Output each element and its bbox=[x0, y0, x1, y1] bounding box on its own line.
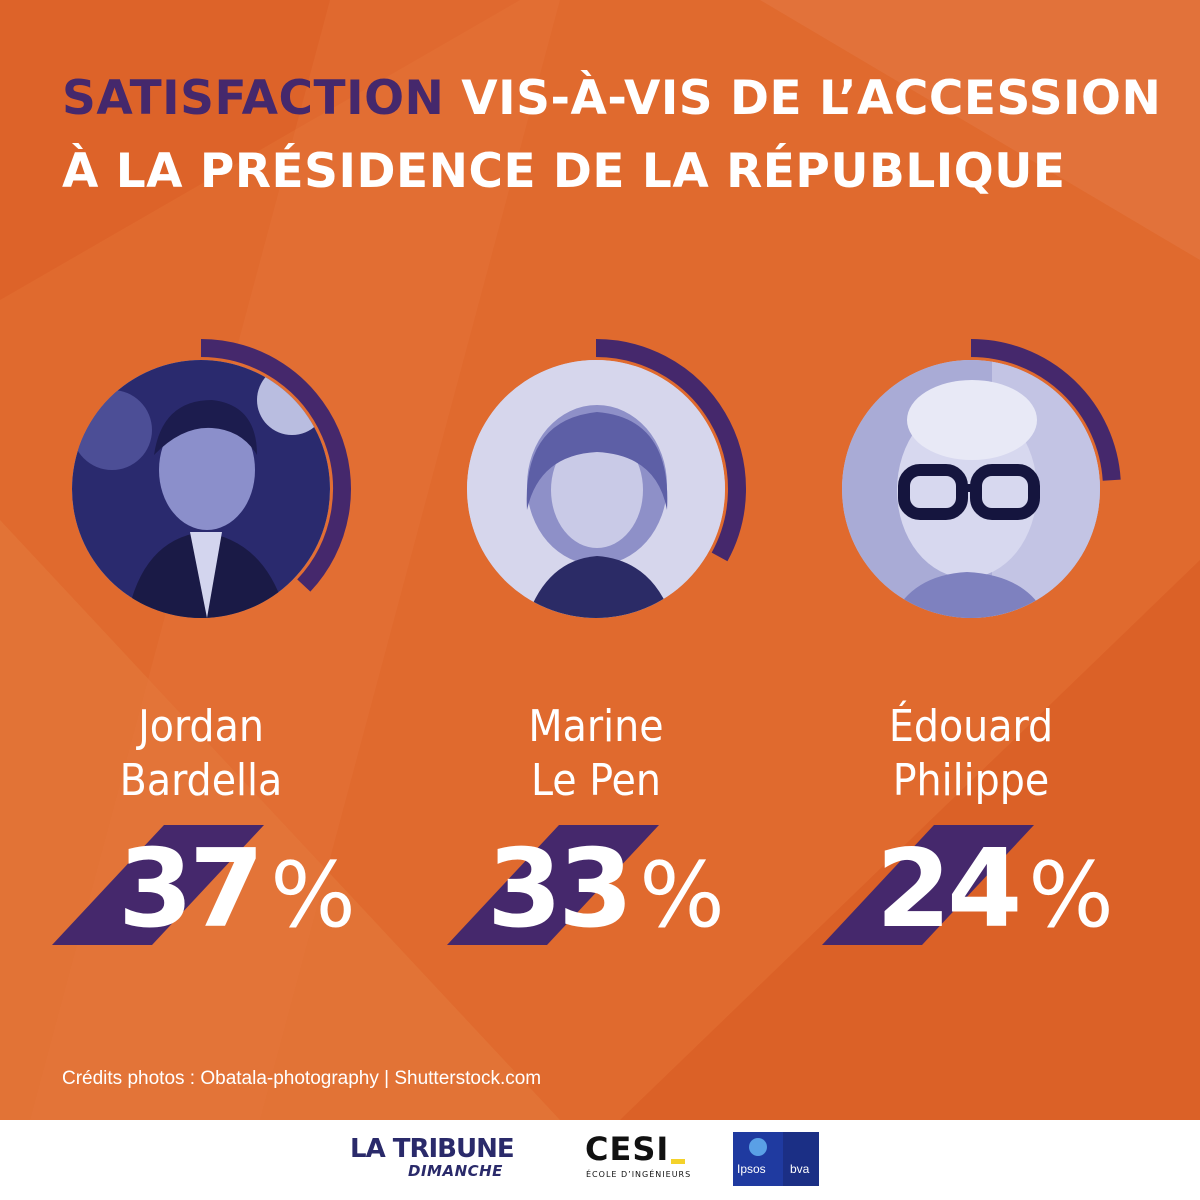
percentage-label: 37% bbox=[118, 835, 356, 951]
portrait-image bbox=[842, 360, 1100, 618]
ipsos-logo-mark bbox=[749, 1138, 767, 1156]
percentage-backdrop bbox=[52, 825, 264, 945]
candidate-name: Jordan Bardella bbox=[52, 700, 350, 808]
candidate-photo bbox=[72, 360, 330, 618]
cesi-logo-subtext: ÉCOLE D’INGÉNIEURS bbox=[586, 1170, 692, 1179]
la-tribune-logo-text: LA TRIBUNE bbox=[350, 1134, 515, 1164]
photo-credits: Crédits photos : Obatala-photography | S… bbox=[62, 1068, 542, 1089]
la-tribune-logo-subtext: DIMANCHE bbox=[408, 1162, 503, 1180]
candidate-last-name: Bardella bbox=[119, 755, 283, 806]
percentage-unit: % bbox=[639, 843, 725, 948]
percentage-label: 33% bbox=[487, 835, 725, 951]
percentage-block: 33% bbox=[447, 825, 787, 948]
candidate-name: Marine Le Pen bbox=[447, 700, 745, 808]
candidate-photo bbox=[467, 360, 725, 618]
satisfaction-ring bbox=[970, 339, 1121, 481]
percentage-unit: % bbox=[1028, 843, 1114, 948]
candidate-card: Marine Le Pen 33% bbox=[447, 320, 787, 980]
candidate-first-name: Édouard bbox=[888, 701, 1054, 752]
bva-logo-box bbox=[783, 1132, 819, 1186]
percentage-unit: % bbox=[270, 843, 356, 948]
ipsos-bva-logo: Ipsos bva bbox=[733, 1132, 819, 1186]
candidate-first-name: Jordan bbox=[138, 701, 264, 752]
percentage-block: 37% bbox=[52, 825, 392, 948]
satisfaction-arc bbox=[595, 339, 746, 562]
portrait-image bbox=[72, 360, 330, 618]
percentage-block: 24% bbox=[822, 825, 1162, 948]
satisfaction-arc bbox=[200, 339, 351, 592]
candidate-first-name: Marine bbox=[528, 701, 664, 752]
title-line2: À LA PRÉSIDENCE DE LA RÉPUBLIQUE bbox=[62, 144, 1066, 199]
candidate-card: Jordan Bardella 37% bbox=[52, 320, 392, 980]
percentage-label: 24% bbox=[876, 835, 1114, 951]
title-line1: VIS-À-VIS DE L’ACCESSION bbox=[461, 71, 1162, 126]
satisfaction-ring bbox=[595, 339, 746, 562]
portrait-image bbox=[467, 360, 725, 618]
percentage-value: 24 bbox=[876, 827, 1022, 952]
candidate-name: Édouard Philippe bbox=[822, 700, 1120, 808]
cesi-logo-bar bbox=[671, 1159, 685, 1164]
percentage-backdrop bbox=[822, 825, 1034, 945]
bva-logo-text: bva bbox=[790, 1162, 810, 1176]
la-tribune-logo: LA TRIBUNE DIMANCHE bbox=[350, 1134, 540, 1186]
chart-title: SATISFACTION VIS-À-VIS DE L’ACCESSION À … bbox=[62, 62, 1162, 208]
candidate-last-name: Philippe bbox=[892, 755, 1050, 806]
ipsos-logo-text: Ipsos bbox=[737, 1162, 766, 1176]
footer-logos: LA TRIBUNE DIMANCHE CESI ÉCOLE D’INGÉNIE… bbox=[0, 1120, 1200, 1200]
percentage-value: 37 bbox=[118, 827, 264, 952]
satisfaction-ring bbox=[200, 339, 351, 592]
satisfaction-arc bbox=[970, 339, 1121, 481]
percentage-backdrop bbox=[447, 825, 659, 945]
candidate-last-name: Le Pen bbox=[531, 755, 661, 806]
candidate-card: Édouard Philippe 24% bbox=[822, 320, 1162, 980]
cesi-logo-text: CESI bbox=[585, 1130, 670, 1168]
cesi-logo: CESI ÉCOLE D’INGÉNIEURS bbox=[585, 1130, 690, 1190]
candidate-photo bbox=[842, 360, 1100, 618]
percentage-value: 33 bbox=[487, 827, 633, 952]
title-highlight: SATISFACTION bbox=[62, 71, 445, 126]
